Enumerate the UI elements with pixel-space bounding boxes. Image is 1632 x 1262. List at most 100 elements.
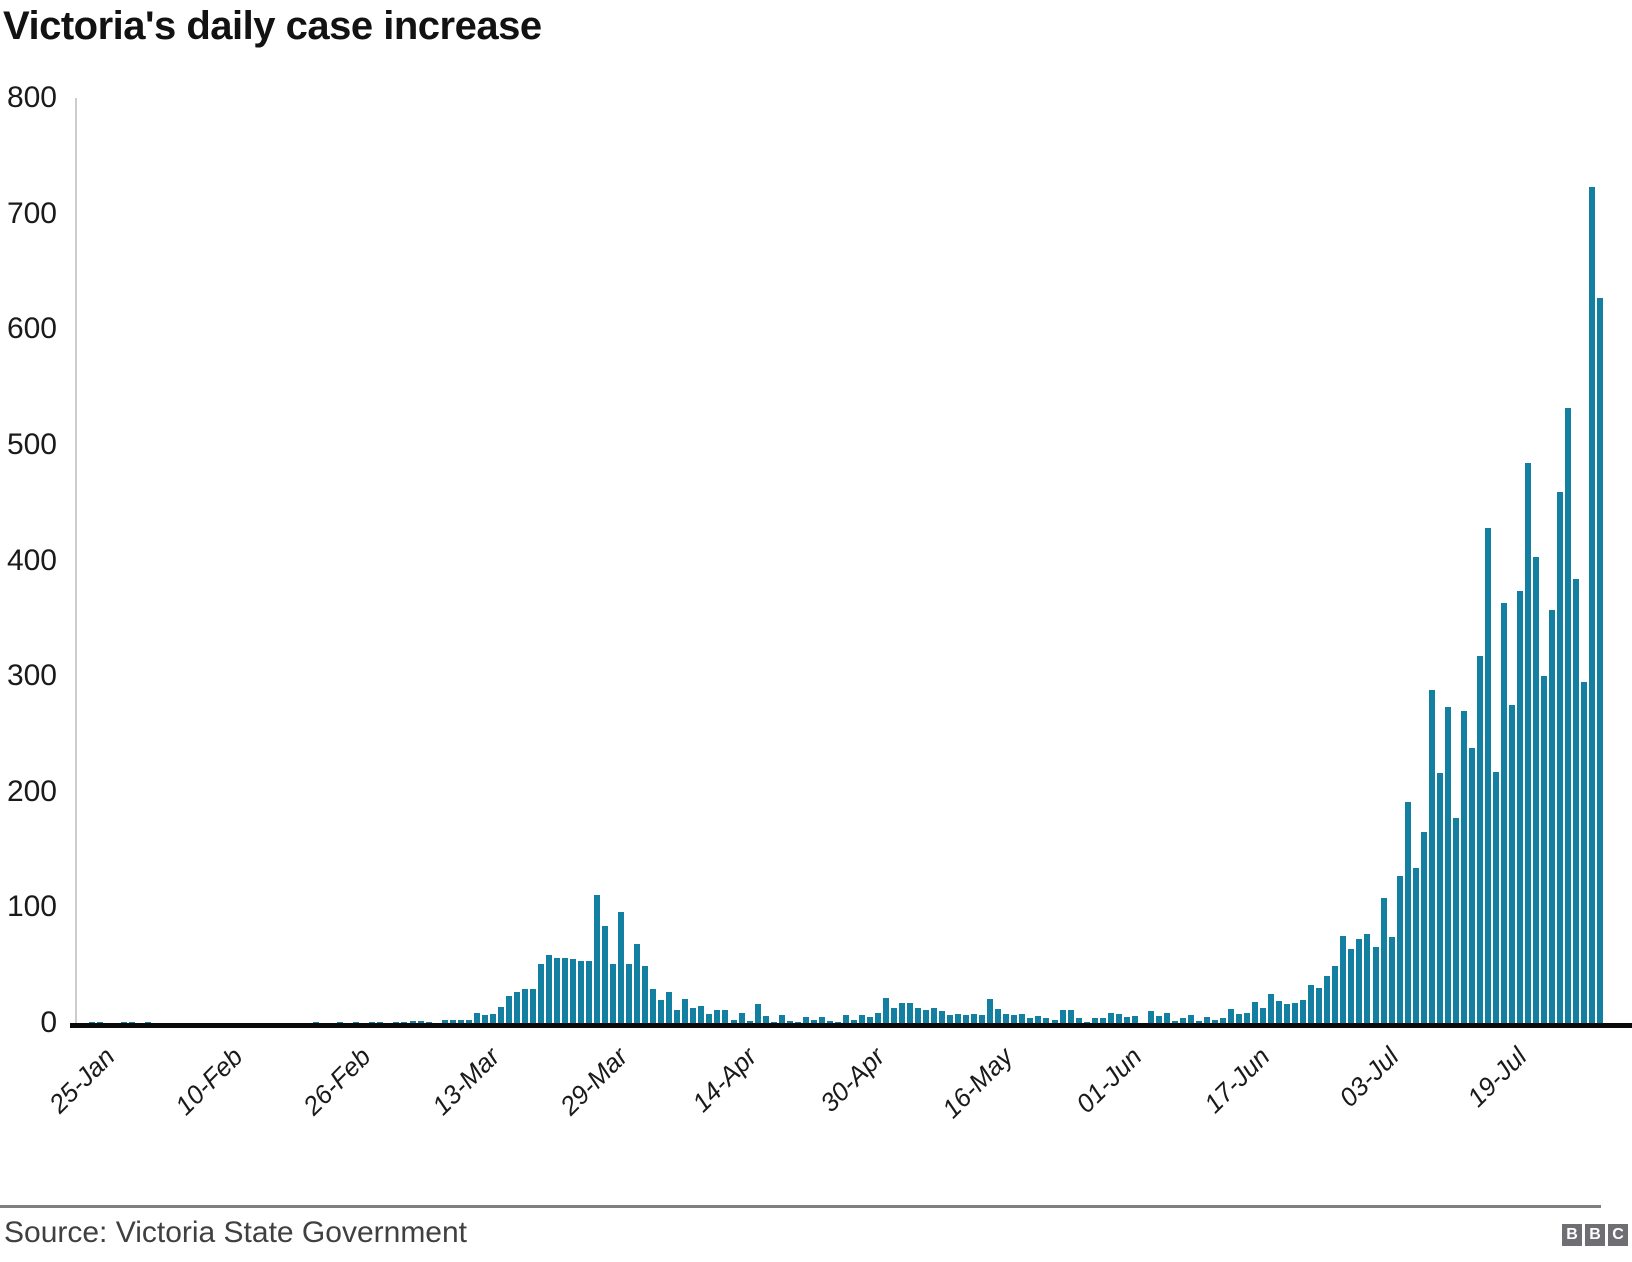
bar (562, 958, 568, 1023)
bar (963, 1015, 969, 1023)
bar (1437, 773, 1443, 1023)
bar (907, 1003, 913, 1023)
bar (1148, 1011, 1154, 1023)
bar (377, 1022, 383, 1023)
bar (506, 996, 512, 1023)
bar (658, 1000, 664, 1023)
bar (787, 1021, 793, 1023)
bar (987, 999, 993, 1023)
x-axis-line (70, 1023, 1632, 1028)
y-tick-label: 300 (6, 659, 57, 693)
bar (1196, 1021, 1202, 1023)
bar (1445, 707, 1451, 1023)
y-tick-label: 800 (6, 81, 57, 114)
bar (1381, 898, 1387, 1023)
bar (875, 1013, 881, 1023)
bar (795, 1022, 801, 1023)
bar (1493, 772, 1499, 1023)
bar (353, 1022, 359, 1023)
bar (1180, 1018, 1186, 1023)
bar (939, 1011, 945, 1023)
bbc-logo-letter: B (1562, 1224, 1582, 1246)
bar (1172, 1021, 1178, 1023)
x-tick-label: 17-Jun (1198, 1041, 1276, 1119)
x-tick-label: 13-Mar (425, 1041, 506, 1121)
bar (1525, 463, 1531, 1023)
bar (931, 1008, 937, 1023)
bar (602, 926, 608, 1023)
y-tick-label: 400 (6, 543, 57, 577)
bar (883, 998, 889, 1023)
bar (803, 1017, 809, 1023)
bar (1565, 408, 1571, 1023)
bar (1300, 1000, 1306, 1023)
x-tick-label: 03-Jul (1332, 1041, 1405, 1113)
bar (1268, 994, 1274, 1023)
bar (763, 1016, 769, 1023)
bar (947, 1015, 953, 1023)
bar (843, 1015, 849, 1023)
x-tick-label: 16-May (936, 1041, 1019, 1124)
bar (626, 964, 632, 1023)
bar (546, 955, 552, 1023)
bar (971, 1014, 977, 1023)
bar (1389, 937, 1395, 1023)
bar (1597, 298, 1603, 1023)
bar (1549, 610, 1555, 1023)
bar (1220, 1018, 1226, 1023)
bar (498, 1007, 504, 1023)
bar (1469, 748, 1475, 1023)
bar (1068, 1010, 1074, 1023)
bar (121, 1022, 127, 1023)
bar (995, 1009, 1001, 1023)
bar (1429, 690, 1435, 1023)
bar (835, 1022, 841, 1023)
y-tick-label: 100 (6, 890, 57, 924)
bar (739, 1013, 745, 1023)
bar (706, 1014, 712, 1023)
bar (827, 1021, 833, 1023)
bar (410, 1021, 416, 1023)
x-tick-label: 29-Mar (554, 1041, 634, 1121)
bar (442, 1020, 448, 1023)
bar (634, 944, 640, 1023)
bar (458, 1020, 464, 1023)
bar (867, 1017, 873, 1023)
bar (1589, 187, 1595, 1023)
bar (1132, 1016, 1138, 1023)
bar (530, 989, 536, 1023)
bar (1517, 591, 1523, 1023)
bar (722, 1010, 728, 1023)
footer-divider (0, 1205, 1601, 1208)
bar (915, 1008, 921, 1023)
bar (1228, 1009, 1234, 1023)
bar (682, 999, 688, 1023)
bar (779, 1015, 785, 1023)
bar (1324, 976, 1330, 1023)
bar (1501, 603, 1507, 1023)
source-credit: Source: Victoria State Government (4, 1216, 468, 1249)
bar (1340, 936, 1346, 1023)
bar (666, 992, 672, 1023)
bar (1573, 579, 1579, 1023)
bar (1356, 939, 1362, 1023)
bar (538, 964, 544, 1023)
bar (674, 1010, 680, 1023)
x-tick-label: 10-Feb (168, 1041, 249, 1121)
bar (899, 1003, 905, 1023)
bar (594, 895, 600, 1023)
bar (1477, 656, 1483, 1023)
bar (731, 1020, 737, 1023)
bar (1421, 832, 1427, 1023)
bar (313, 1022, 319, 1023)
x-tick-label: 14-Apr (685, 1041, 763, 1118)
bar (955, 1014, 961, 1023)
bar (1212, 1020, 1218, 1023)
bar (690, 1008, 696, 1023)
bar (1453, 818, 1459, 1023)
y-axis-line (75, 98, 77, 1025)
bar (474, 1013, 480, 1023)
bar (1533, 557, 1539, 1023)
bar (714, 1010, 720, 1023)
bar (145, 1022, 151, 1023)
